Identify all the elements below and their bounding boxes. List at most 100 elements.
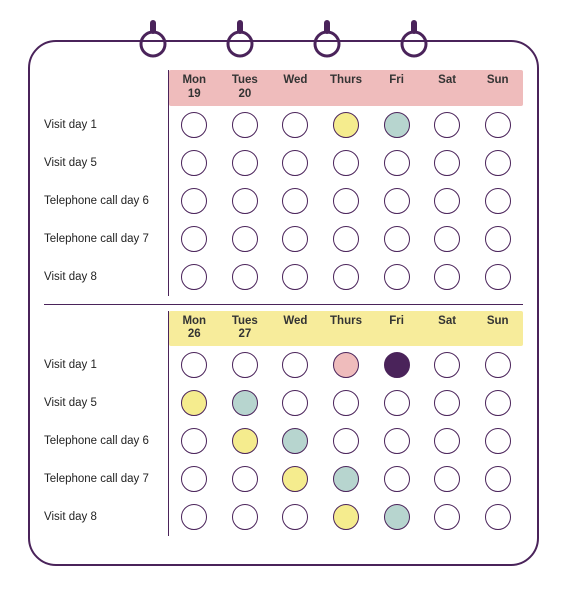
calendar-cell	[321, 346, 372, 384]
calendar-row: Telephone call day 6	[44, 422, 523, 460]
day-header: Tues20	[220, 72, 271, 104]
calendar-cell	[422, 422, 473, 460]
status-dot	[485, 466, 511, 492]
calendar-cell	[220, 220, 271, 258]
calendar-cell	[422, 106, 473, 144]
status-dot	[485, 504, 511, 530]
calendar-cell	[321, 498, 372, 536]
calendar-cell	[169, 106, 220, 144]
calendar-cell	[321, 182, 372, 220]
status-dot	[232, 466, 258, 492]
status-dot	[282, 264, 308, 290]
calendar-row: Telephone call day 7	[44, 460, 523, 498]
day-number: 19	[169, 88, 220, 102]
day-name: Tues	[220, 315, 271, 329]
status-dot	[384, 504, 410, 530]
calendar-cell	[169, 144, 220, 182]
status-dot	[384, 112, 410, 138]
status-dot	[384, 150, 410, 176]
day-header: Thurs	[321, 72, 372, 104]
calendar-cell	[422, 258, 473, 296]
status-dot	[181, 188, 207, 214]
calendar-cell	[321, 106, 372, 144]
calendar-cell	[169, 220, 220, 258]
day-header: Sat	[422, 72, 473, 104]
status-dot	[384, 428, 410, 454]
calendar-cell	[270, 498, 321, 536]
status-dot	[232, 428, 258, 454]
status-dot	[434, 226, 460, 252]
calendar-card: Mon19Tues20WedThursFriSatSunVisit day 1V…	[28, 40, 539, 566]
status-dot	[181, 428, 207, 454]
calendar-row: Visit day 5	[44, 384, 523, 422]
status-dot	[434, 188, 460, 214]
status-dot	[282, 466, 308, 492]
day-header: Sun	[472, 72, 523, 104]
day-name: Fri	[371, 315, 422, 329]
calendar-cell	[422, 220, 473, 258]
status-dot	[434, 504, 460, 530]
header-row: Mon19Tues20WedThursFriSatSun	[44, 70, 523, 106]
status-dot	[485, 112, 511, 138]
calendar-cell	[422, 384, 473, 422]
calendar-cell	[472, 460, 523, 498]
calendar-cell	[270, 182, 321, 220]
status-dot	[384, 226, 410, 252]
status-dot	[232, 264, 258, 290]
day-name: Sat	[422, 74, 473, 88]
status-dot	[181, 264, 207, 290]
status-dot	[282, 188, 308, 214]
calendar-cell	[422, 346, 473, 384]
calendar-cell	[371, 498, 422, 536]
day-name: Wed	[270, 315, 321, 329]
status-dot	[282, 390, 308, 416]
calendar-cell	[169, 182, 220, 220]
calendar-cell	[220, 498, 271, 536]
status-dot	[384, 352, 410, 378]
calendar-cell	[422, 498, 473, 536]
status-dot	[434, 428, 460, 454]
calendar-cell	[371, 384, 422, 422]
row-label: Telephone call day 7	[44, 220, 169, 258]
calendar-cell	[371, 106, 422, 144]
calendar-cell	[321, 258, 372, 296]
day-header: Sun	[472, 313, 523, 345]
calendar-row: Visit day 1	[44, 106, 523, 144]
calendar-cell	[371, 422, 422, 460]
calendar-cell	[321, 460, 372, 498]
calendar-cell	[169, 460, 220, 498]
calendar-cell	[321, 384, 372, 422]
day-name: Wed	[270, 74, 321, 88]
status-dot	[181, 112, 207, 138]
day-header: Fri	[371, 313, 422, 345]
status-dot	[333, 390, 359, 416]
status-dot	[333, 352, 359, 378]
row-label: Visit day 8	[44, 258, 169, 296]
day-name: Fri	[371, 74, 422, 88]
status-dot	[434, 112, 460, 138]
calendar-cell	[472, 182, 523, 220]
status-dot	[282, 226, 308, 252]
calendar-cell	[321, 144, 372, 182]
calendar-cell	[422, 182, 473, 220]
calendar-section: Mon26Tues27WedThursFriSatSunVisit day 1V…	[44, 311, 523, 537]
status-dot	[232, 352, 258, 378]
calendar-cell	[220, 258, 271, 296]
status-dot	[181, 150, 207, 176]
status-dot	[333, 504, 359, 530]
calendar-cell	[270, 384, 321, 422]
calendar-cell	[169, 258, 220, 296]
row-label: Visit day 1	[44, 106, 169, 144]
calendar-cell	[472, 220, 523, 258]
binding-ring	[307, 20, 347, 60]
status-dot	[181, 390, 207, 416]
status-dot	[333, 226, 359, 252]
calendar-cell	[422, 144, 473, 182]
calendar-cell	[270, 220, 321, 258]
calendar-cell	[472, 258, 523, 296]
status-dot	[384, 466, 410, 492]
status-dot	[485, 264, 511, 290]
status-dot	[485, 352, 511, 378]
calendar-cell	[270, 422, 321, 460]
calendar-row: Visit day 1	[44, 346, 523, 384]
